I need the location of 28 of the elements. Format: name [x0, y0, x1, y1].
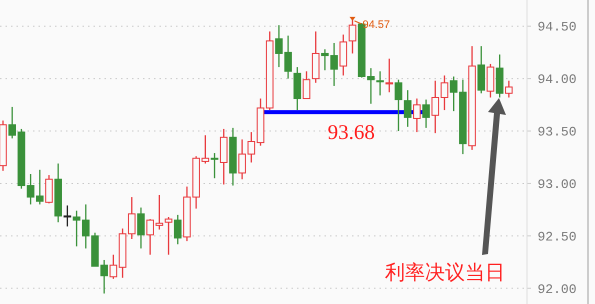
candlestick [330, 42, 338, 87]
candlestick [413, 98, 421, 133]
y-tick-label: 93.50 [537, 124, 577, 140]
y-tick-label: 92.50 [537, 229, 577, 244]
candlestick [385, 58, 394, 93]
candlestick [284, 34, 292, 80]
annotation: 94.57 [362, 18, 390, 31]
candlestick [294, 66, 302, 111]
candlestick [505, 80, 513, 98]
candlestick [220, 128, 228, 186]
candlestick [376, 70, 384, 96]
annotation: 93.68 [328, 120, 375, 144]
y-tick-label: 93.00 [537, 176, 577, 192]
candlestick [64, 204, 72, 228]
candlestick [275, 24, 283, 68]
candlestick [54, 162, 62, 223]
annotation: 利率决议当日 [385, 262, 505, 284]
candlestick [312, 30, 320, 84]
candlestick [477, 45, 486, 94]
candlestick [339, 34, 348, 76]
candlestick [229, 127, 237, 186]
candlestick [404, 90, 412, 128]
candlestick [496, 54, 504, 98]
candlestick [110, 254, 118, 280]
y-tick-label: 92.00 [537, 282, 577, 297]
candlestick [174, 214, 182, 245]
y-tick-label: 94.50 [537, 20, 577, 35]
y-tick-label: 94.00 [537, 72, 577, 88]
